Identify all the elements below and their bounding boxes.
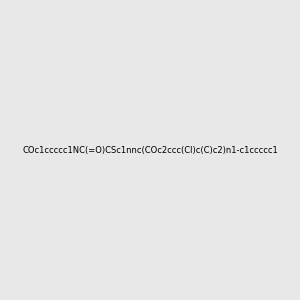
Text: COc1ccccc1NC(=O)CSc1nnc(COc2ccc(Cl)c(C)c2)n1-c1ccccc1: COc1ccccc1NC(=O)CSc1nnc(COc2ccc(Cl)c(C)c… [22,146,278,154]
